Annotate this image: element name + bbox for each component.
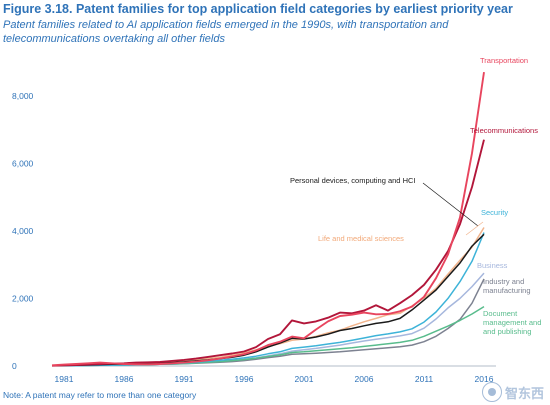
line-chart: 0 2,000 4,000 6,000 8,000 1981 1986 1991 1996 200… [12,56,541,384]
series-label: and publishing [483,327,531,336]
x-tick-label: 2001 [295,374,314,384]
y-tick-label: 0 [12,361,17,371]
annotation-leader-line [465,221,484,236]
series-label: Industry and [483,277,524,286]
series-label: Business [477,261,508,270]
series-labels: Transportation Telecommunications Personal… [290,56,541,336]
chart-title: Figure 3.18. Patent families for top app… [3,2,513,16]
chart-axes: 0 2,000 4,000 6,000 8,000 1981 1986 1991 1996 200… [12,91,496,384]
watermark-logo: 智东西 [482,380,550,404]
x-tick-label: 1991 [175,374,194,384]
y-tick-label: 6,000 [12,158,34,168]
x-tick-label: 1996 [235,374,254,384]
chart-footnote: Note: A patent may refer to more than on… [3,390,197,400]
x-tick-label: 1986 [115,374,134,384]
series-lines [51,71,485,367]
series-line-telecommunications [51,139,485,367]
series-label: Personal devices, computing and HCI [290,176,415,185]
series-label: Transportation [480,56,528,65]
annotation-leader-line [422,182,479,227]
y-tick-label: 2,000 [12,293,34,303]
series-line-business [51,272,485,367]
x-tick-label: 2016 [475,374,494,384]
watermark-icon [482,382,502,402]
series-line-industry-and-manufacturing [51,278,485,367]
y-tick-label: 4,000 [12,226,34,236]
series-label: management and [483,318,541,327]
series-line-document-management-and-publishing [51,305,485,367]
chart-subtitle: Patent families related to AI applicatio… [3,19,449,45]
series-line-security [51,232,485,367]
series-label: Telecommunications [470,126,538,135]
series-label: Document [483,309,518,318]
x-tick-label: 2011 [415,374,434,384]
series-label: Security [481,208,508,217]
x-tick-label: 1981 [55,374,74,384]
series-line-transportation [51,71,485,367]
y-tick-label: 8,000 [12,91,34,101]
series-label: manufacturing [483,286,531,295]
watermark-text: 智东西 [505,386,545,402]
x-tick-label: 2006 [355,374,374,384]
series-label: Life and medical sciences [318,234,404,243]
